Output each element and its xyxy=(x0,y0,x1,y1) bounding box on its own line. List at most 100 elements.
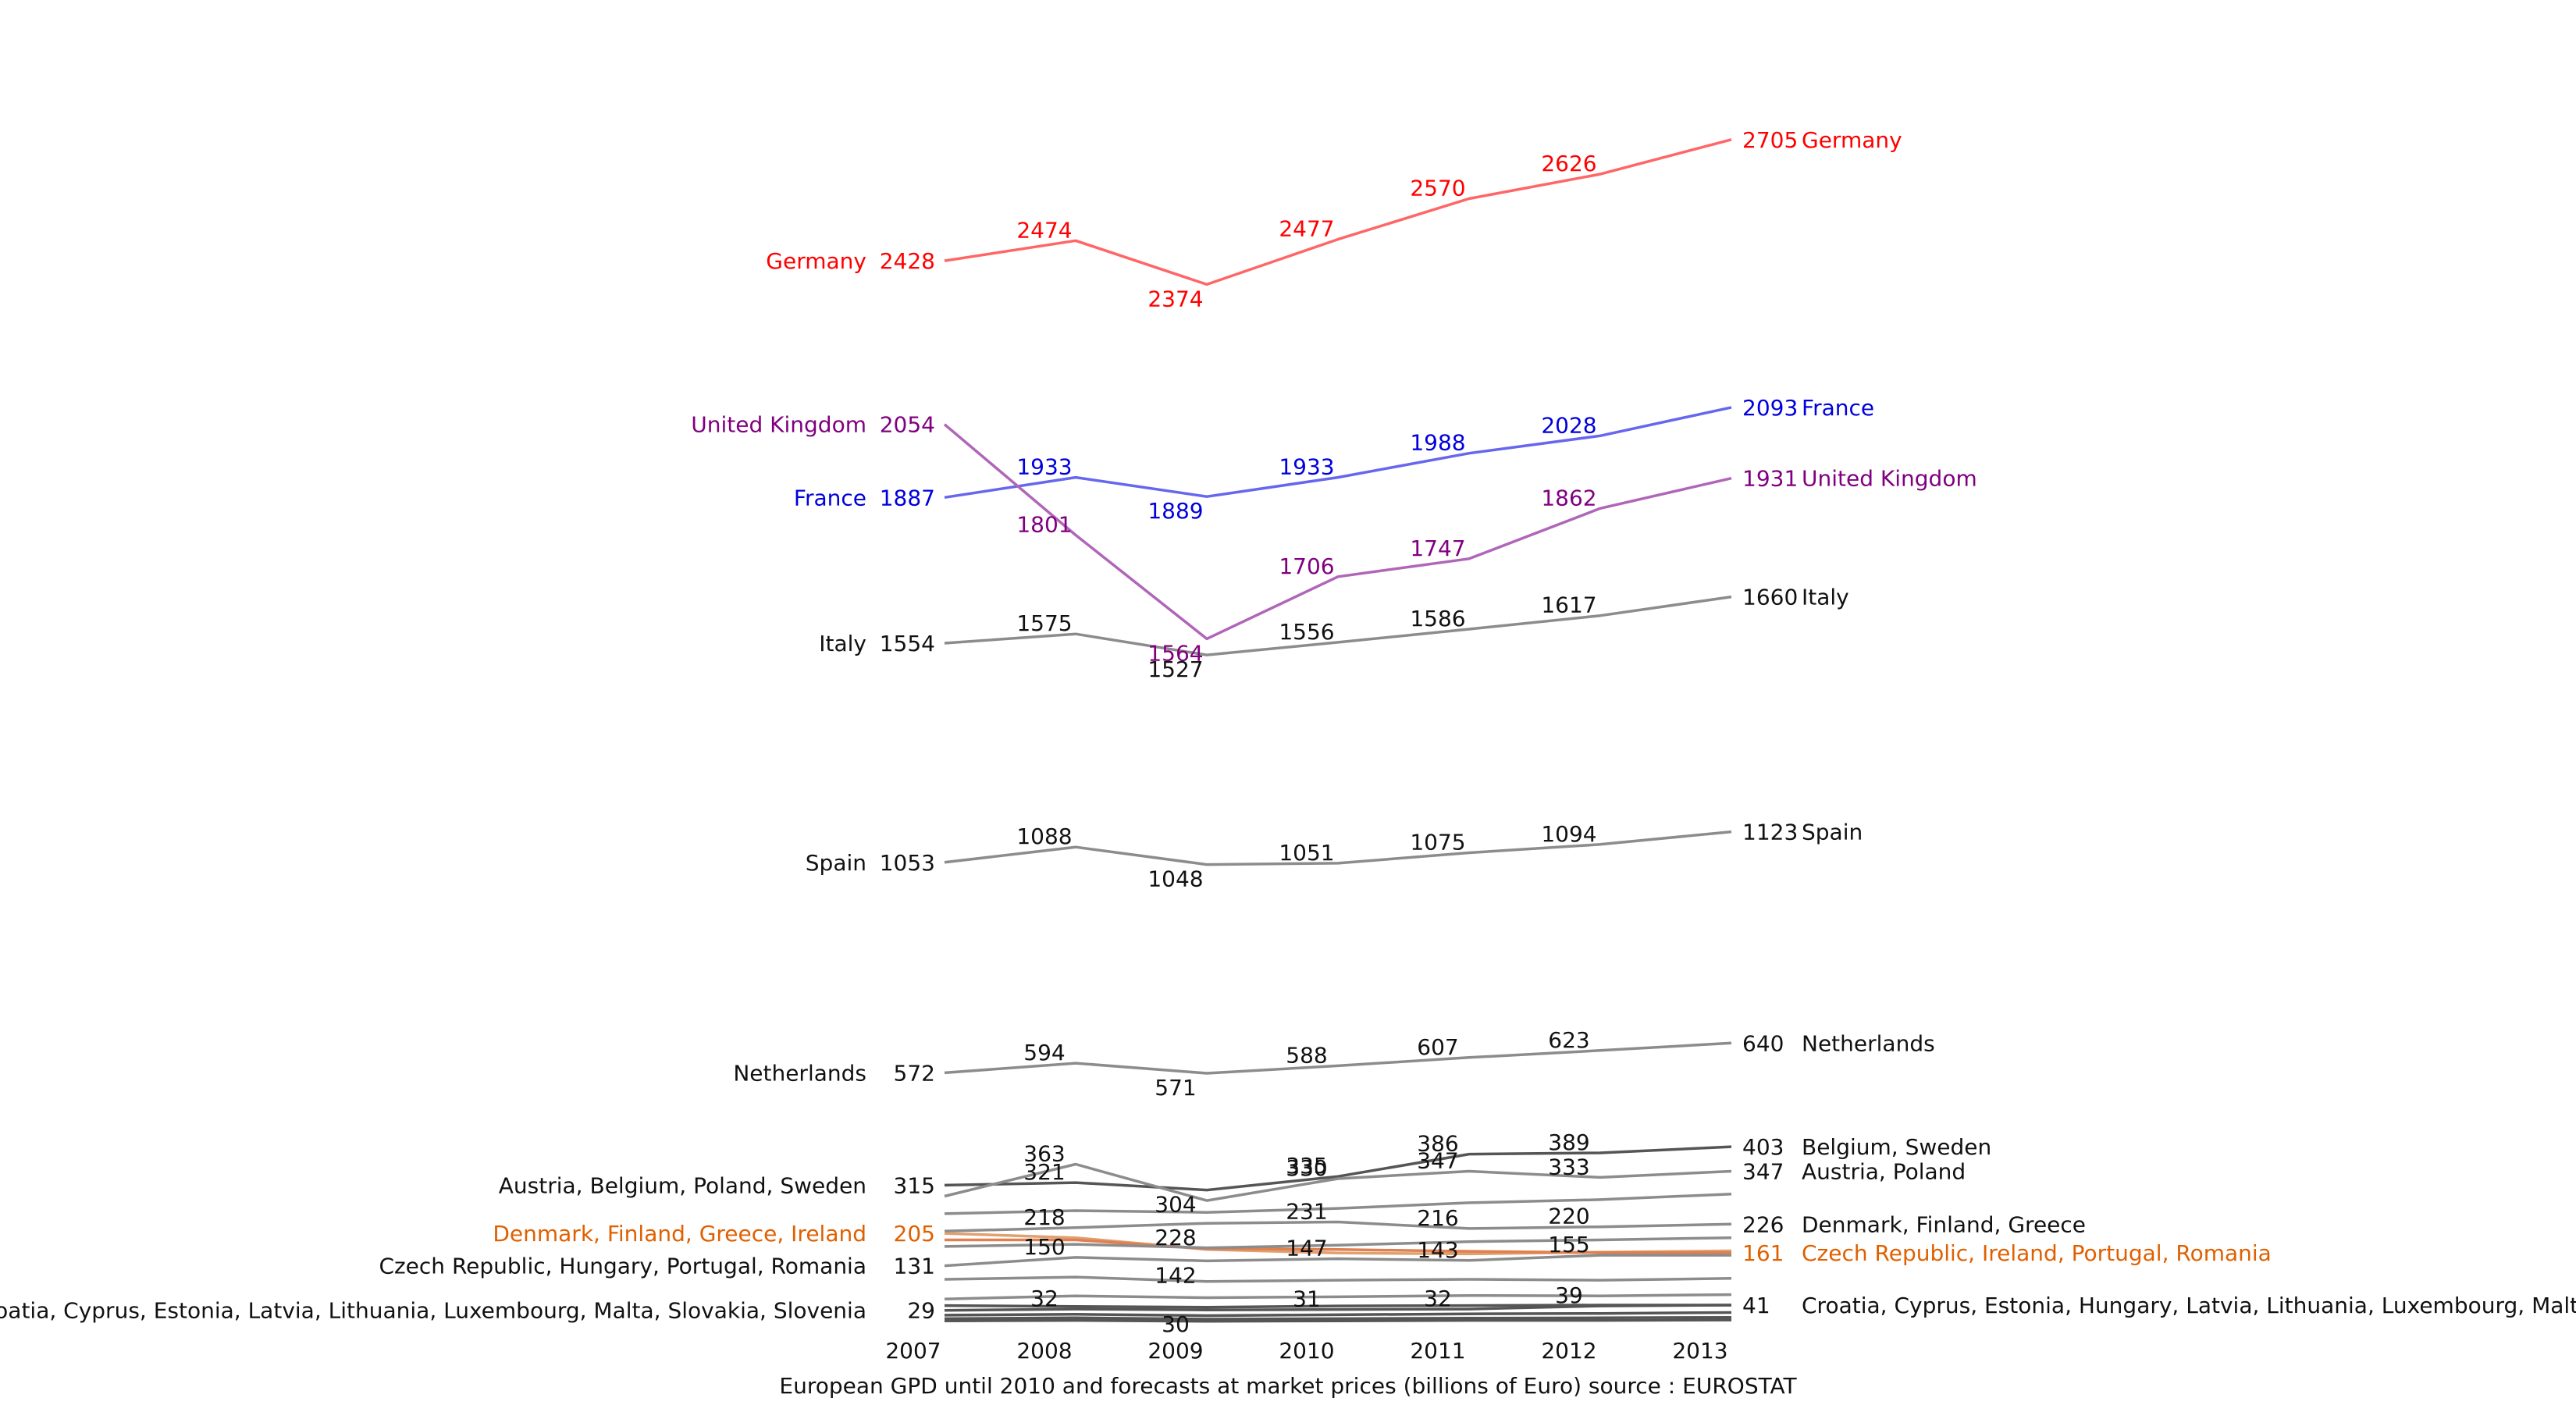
series-line-6 xyxy=(944,1145,1732,1192)
value-label: 330 xyxy=(1286,1155,1327,1181)
value-label: 1094 xyxy=(1541,821,1596,847)
value-label: 31 xyxy=(1293,1286,1321,1312)
value-label: 640 xyxy=(1742,1030,1784,1056)
series-right-label-0: Germany xyxy=(1802,127,1902,153)
value-label: 32 xyxy=(1424,1286,1452,1311)
value-label: 147 xyxy=(1286,1236,1327,1261)
value-label: 226 xyxy=(1742,1211,1784,1237)
series-left-label-5: Netherlands xyxy=(733,1060,866,1086)
value-labels: 2428 2474 2374 2477 2570 2626 2705 1887 1933 1889… xyxy=(880,127,1799,1337)
series-right-label-5: Netherlands xyxy=(1802,1030,1935,1056)
value-label: 2705 xyxy=(1742,127,1798,153)
series-right-label-3: Italy xyxy=(1802,585,1849,610)
value-label: 572 xyxy=(894,1060,935,1086)
value-label: 2093 xyxy=(1742,395,1798,421)
value-label: 363 xyxy=(1023,1141,1065,1167)
value-label: 30 xyxy=(1162,1311,1190,1337)
series-line-9 xyxy=(944,1220,1732,1233)
value-label: 1048 xyxy=(1147,866,1203,892)
value-label: 1051 xyxy=(1279,840,1334,866)
value-label: 32 xyxy=(1030,1286,1059,1311)
value-label: 1554 xyxy=(880,631,935,656)
series-line-17 xyxy=(944,1304,1731,1309)
x-tick-label: 2013 xyxy=(1672,1338,1727,1364)
value-label: 142 xyxy=(1155,1262,1196,1288)
value-label: 1564 xyxy=(1147,640,1203,666)
series-line-11 xyxy=(945,1238,1731,1254)
value-label: 2054 xyxy=(880,412,935,438)
value-label: 571 xyxy=(1155,1075,1196,1101)
value-label: 1527 xyxy=(1147,656,1203,682)
value-label: 347 xyxy=(1742,1159,1784,1185)
series-right-label-6: Belgium, Sweden xyxy=(1802,1134,1991,1160)
end-labels: Germany Germany France France United Kingdom… xyxy=(0,127,2576,1324)
value-label: 29 xyxy=(907,1298,935,1324)
value-label: 1887 xyxy=(880,485,935,510)
value-label: 1933 xyxy=(1016,454,1072,480)
series-right-label-7: Austria, Poland xyxy=(1802,1159,1966,1185)
value-label: 335 xyxy=(1286,1153,1327,1179)
value-label: 1933 xyxy=(1279,454,1334,480)
series-left-label-16: Bulgaria, Croatia, Cyprus, Estonia, Latv… xyxy=(0,1298,866,1324)
value-label: 1075 xyxy=(1410,829,1465,855)
series-left-label-4: Spain xyxy=(806,850,866,876)
value-label: 2374 xyxy=(1147,286,1203,311)
value-label: 1088 xyxy=(1016,823,1072,849)
series-line-19 xyxy=(944,1315,1732,1321)
series-left-label-0: Germany xyxy=(766,248,866,274)
value-label: 2626 xyxy=(1541,151,1596,176)
series-right-label-9: Denmark, Finland, Greece xyxy=(1802,1211,2086,1237)
series-line-7 xyxy=(944,1162,1732,1202)
series-line-8 xyxy=(944,1192,1732,1215)
series-right-label-1: France xyxy=(1802,395,1874,421)
series-line-1 xyxy=(944,406,1732,500)
value-label: 1660 xyxy=(1742,585,1798,610)
value-label: 1575 xyxy=(1016,610,1072,636)
value-label: 231 xyxy=(1286,1199,1327,1225)
value-label: 218 xyxy=(1023,1204,1065,1230)
x-tick-label: 2007 xyxy=(885,1338,941,1364)
value-label: 2474 xyxy=(1016,217,1072,243)
series-line-14 xyxy=(944,1275,1732,1283)
series-right-label-4: Spain xyxy=(1802,820,1863,845)
value-label: 2428 xyxy=(880,248,935,274)
value-label: 2028 xyxy=(1541,412,1596,438)
value-label: 2570 xyxy=(1410,176,1465,201)
value-label: 1889 xyxy=(1147,498,1203,524)
value-label: 304 xyxy=(1155,1192,1196,1218)
value-label: 131 xyxy=(894,1254,935,1279)
series-left-label-6: Austria, Belgium, Poland, Sweden xyxy=(499,1172,866,1198)
series-line-3 xyxy=(944,595,1732,656)
x-tick-label: 2009 xyxy=(1147,1338,1203,1364)
value-label: 1747 xyxy=(1410,535,1465,561)
series-right-label-11: Czech Republic, Ireland, Portugal, Roman… xyxy=(1802,1240,2272,1266)
value-label: 39 xyxy=(1555,1282,1583,1308)
value-label: 607 xyxy=(1417,1034,1458,1060)
value-label: 1862 xyxy=(1541,485,1596,510)
value-label: 161 xyxy=(1742,1240,1784,1266)
value-label: 1706 xyxy=(1279,553,1334,579)
value-label: 594 xyxy=(1023,1040,1065,1065)
series-line-18 xyxy=(944,1311,1732,1318)
series-lines xyxy=(943,138,1732,1323)
series-line-2 xyxy=(943,423,1732,641)
value-label: 386 xyxy=(1417,1131,1458,1157)
value-label: 389 xyxy=(1548,1129,1589,1155)
value-label: 623 xyxy=(1548,1027,1589,1053)
value-label: 143 xyxy=(1417,1237,1458,1263)
value-label: 205 xyxy=(894,1221,935,1247)
value-label: 347 xyxy=(1417,1148,1458,1174)
series-left-label-2: United Kingdom xyxy=(691,412,866,438)
series-left-label-10: Denmark, Finland, Greece, Ireland xyxy=(493,1221,866,1247)
x-tick-label: 2011 xyxy=(1410,1338,1465,1364)
x-tick-label: 2010 xyxy=(1279,1338,1334,1364)
x-tick-label: 2008 xyxy=(1016,1338,1072,1364)
value-label: 1617 xyxy=(1541,592,1596,618)
value-label: 1586 xyxy=(1410,606,1465,631)
value-label: 333 xyxy=(1548,1154,1589,1179)
value-label: 321 xyxy=(1023,1159,1065,1185)
value-label: 403 xyxy=(1742,1134,1784,1160)
series-left-label-3: Italy xyxy=(819,631,866,656)
value-label: 155 xyxy=(1548,1232,1589,1257)
value-label: 315 xyxy=(894,1172,935,1198)
